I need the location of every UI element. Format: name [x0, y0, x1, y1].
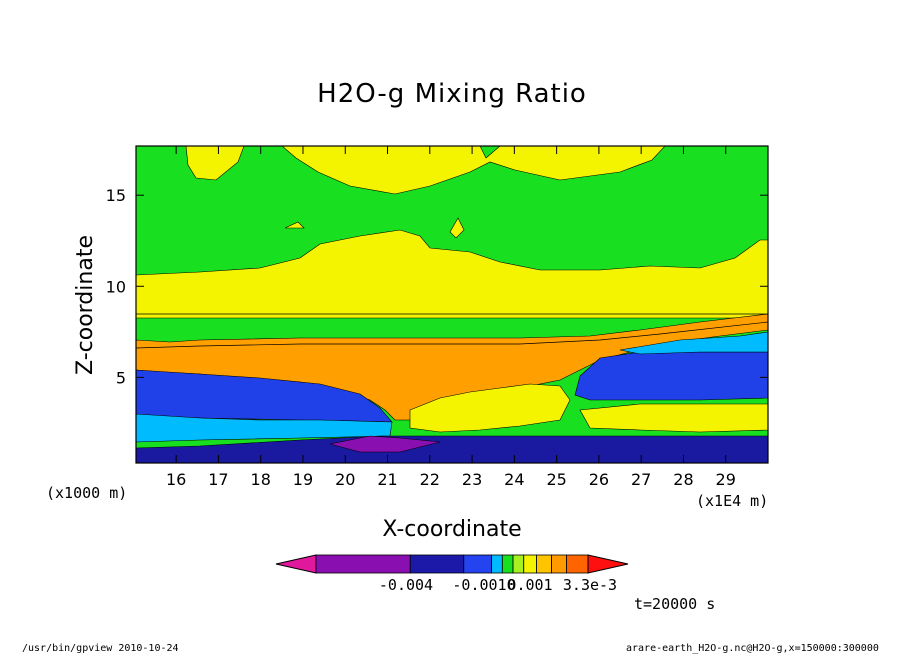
x-tick-label: 18: [251, 470, 271, 489]
x-tick-label: 21: [377, 470, 397, 489]
band-top-yellow: [185, 146, 245, 181]
contour-fill: [136, 146, 768, 463]
colorbar-swatch: [566, 554, 589, 574]
band-right-blue: [574, 351, 768, 401]
x-tick-label: 28: [673, 470, 693, 489]
plot-frame: [135, 145, 769, 464]
source-label: arare-earth_H2O-g.nc@H2O-g,x=150000:3000…: [626, 643, 879, 654]
contour-line: [136, 321, 768, 349]
band-lower-cyan: [136, 413, 393, 443]
colorbar-swatch: [551, 554, 567, 574]
x-scale-label: (x1E4 m): [696, 492, 768, 510]
y-scale-label: (x1000 m): [46, 484, 127, 502]
program-label: /usr/bin/gpview 2010-10-24: [22, 643, 179, 654]
chart-title: H2O-g Mixing Ratio: [317, 79, 587, 109]
x-tick-label: 24: [504, 470, 524, 489]
y-tick-label: 15: [106, 186, 126, 205]
x-axis-label: X-coordinate: [382, 517, 521, 542]
colorbar-swatch: [491, 554, 503, 574]
x-tick-label: 19: [293, 470, 313, 489]
band-surface-purple: [329, 435, 441, 453]
x-tick-label: 20: [335, 470, 355, 489]
x-tick-label: 17: [208, 470, 228, 489]
colorbar-labels: -0.004 -0.0010 0.001 3.3e-3: [379, 576, 617, 594]
colorbar-label: -0.0010: [452, 576, 515, 594]
colorbar-label: 0.001: [507, 576, 552, 594]
band-right-cyan: [619, 331, 768, 355]
colorbar: [275, 554, 629, 574]
colorbar-swatch: [463, 554, 493, 574]
y-tick-label: 5: [116, 368, 126, 387]
colorbar-arrow-high: [587, 554, 629, 574]
x-tick-label: 25: [546, 470, 566, 489]
colorbar-swatch: [315, 554, 411, 574]
colorbar-label: 3.3e-3: [563, 576, 617, 594]
x-tick-label: 16: [166, 470, 186, 489]
x-tick-label: 22: [420, 470, 440, 489]
colorbar-swatch: [523, 554, 537, 574]
x-tick-label: 29: [716, 470, 736, 489]
band-top-yellow-2: [281, 146, 666, 195]
y-axis-label: Z-coordinate: [73, 235, 98, 375]
colorbar-label: -0.004: [379, 576, 433, 594]
plot-area: 16 17 18 19 20 21 22 23 24 25 26 27 28 29 5 10 15: [106, 145, 769, 489]
colorbar-swatch: [512, 554, 525, 574]
band-small-yellow-2: [449, 217, 465, 239]
band-upper-yellow: [136, 229, 768, 319]
colorbar-arrow-low: [275, 554, 317, 574]
x-tick-label: 27: [631, 470, 651, 489]
colorbar-swatch: [536, 554, 552, 574]
band-center-yellow: [409, 383, 571, 433]
colorbar-swatch: [501, 554, 514, 574]
colorbar-swatch: [409, 554, 465, 574]
band-right-yellow: [579, 403, 768, 433]
x-tick-label: 26: [589, 470, 609, 489]
time-label: t=20000 s: [634, 595, 715, 613]
band-small-yellow: [284, 221, 305, 229]
x-tick-label: 23: [462, 470, 482, 489]
y-tick-label: 10: [106, 277, 126, 296]
axis-ticks: 16 17 18 19 20 21 22 23 24 25 26 27 28 29 5 10 15: [106, 146, 768, 489]
band-surface-navy: [136, 435, 768, 463]
